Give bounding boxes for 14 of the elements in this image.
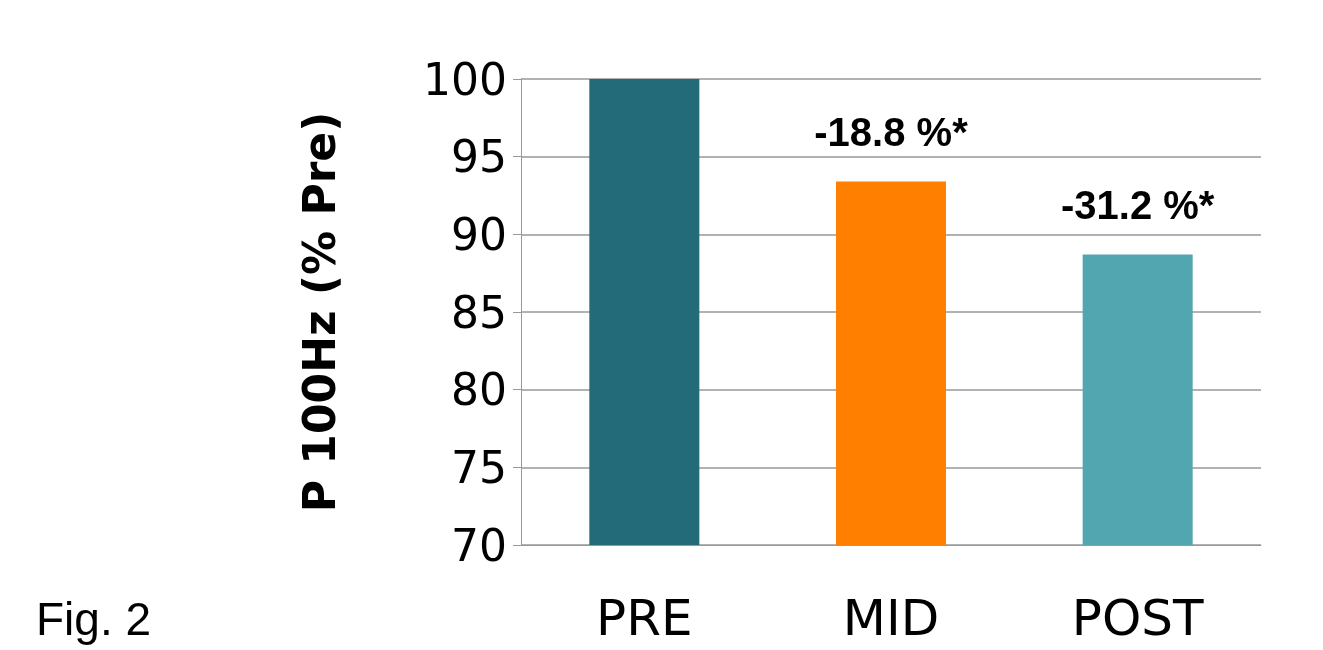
x-tick-label: PRE: [596, 589, 693, 647]
y-tick-label: 95: [451, 131, 507, 183]
y-tick-label: 90: [451, 208, 507, 260]
annotation: -18.8 %*: [814, 109, 969, 154]
y-tick-label: 100: [423, 53, 507, 105]
y-tick-label: 85: [451, 286, 507, 338]
x-tick-label: MID: [842, 589, 940, 647]
y-tick-label: 75: [451, 441, 507, 493]
y-tick-label: 70: [451, 519, 507, 571]
y-tick-label: 80: [451, 364, 507, 416]
annotation: -31.2 %*: [1060, 182, 1215, 227]
caption: Fig. 2: [36, 593, 152, 645]
y-axis-title: P 100Hz (% Pre): [293, 111, 345, 513]
x-tick-label: POST: [1071, 589, 1205, 647]
